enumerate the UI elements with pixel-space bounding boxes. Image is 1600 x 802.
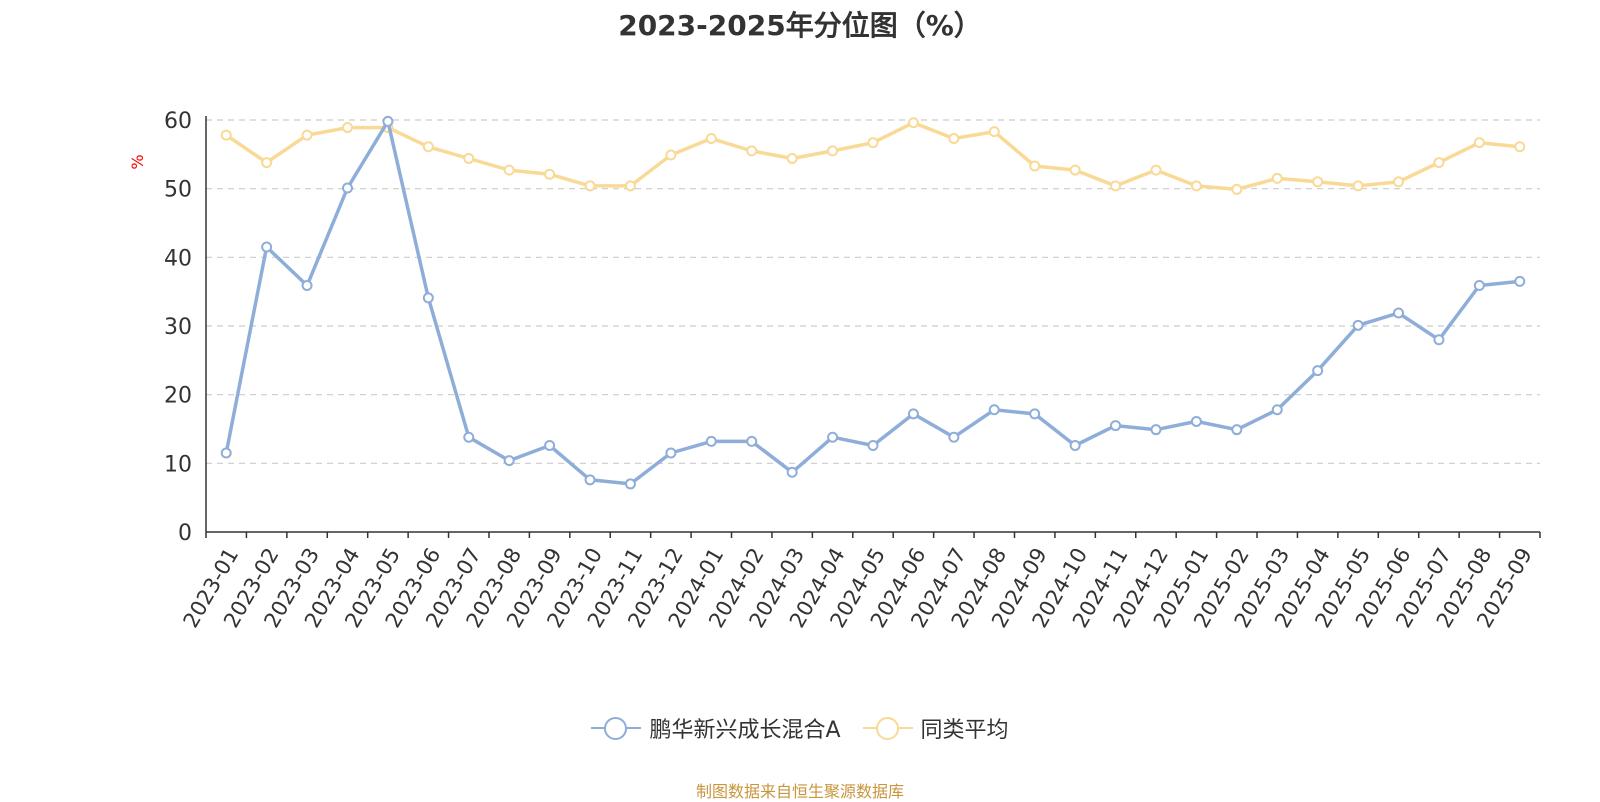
data-point-peer-average <box>1190 180 1202 192</box>
data-point-fund <box>746 435 758 447</box>
legend-item-fund[interactable]: 鹏华新兴成长混合A <box>591 712 841 744</box>
y-tick-label: 0 <box>178 521 192 546</box>
data-point-fund <box>827 431 839 443</box>
data-point-peer-average <box>463 152 475 164</box>
legend-marker-fund-icon <box>591 716 642 740</box>
y-tick-label: 10 <box>164 452 192 477</box>
y-tick-label: 30 <box>164 315 192 340</box>
data-point-fund <box>1110 420 1122 432</box>
data-point-fund <box>705 435 717 447</box>
legend-label-fund: 鹏华新兴成长混合A <box>649 718 841 743</box>
data-point-peer-average <box>1231 183 1243 195</box>
data-point-peer-average <box>1029 160 1041 172</box>
data-point-peer-average <box>948 133 960 145</box>
legend-item-peer-average[interactable]: 同类平均 <box>862 712 1009 744</box>
series-line-peer-average <box>225 120 1520 192</box>
data-point-fund <box>382 115 394 127</box>
data-point-fund <box>1433 334 1445 346</box>
data-point-peer-average <box>746 145 758 157</box>
data-point-fund <box>1150 424 1162 436</box>
data-point-peer-average <box>705 133 717 145</box>
data-point-fund <box>1312 365 1324 377</box>
series-line-fund <box>224 119 1520 486</box>
y-tick-label: 60 <box>164 109 192 134</box>
data-point-fund <box>584 474 596 486</box>
data-point-peer-average <box>1352 180 1364 192</box>
data-point-peer-average <box>988 126 1000 138</box>
data-point-fund <box>1231 424 1243 436</box>
data-point-peer-average <box>786 152 798 164</box>
data-point-fund <box>1029 408 1041 420</box>
data-point-fund <box>907 408 919 420</box>
data-point-peer-average <box>665 149 677 161</box>
data-point-peer-average <box>1150 164 1162 176</box>
y-tick-label: 40 <box>164 246 192 271</box>
data-point-peer-average <box>301 129 313 141</box>
data-point-peer-average <box>544 168 556 180</box>
data-point-fund <box>665 447 677 459</box>
data-point-fund <box>1190 415 1202 427</box>
data-point-peer-average <box>341 122 353 134</box>
chart-legend: 鹏华新兴成长混合A 同类平均 <box>0 712 1600 744</box>
data-point-fund <box>261 241 273 253</box>
data-point-peer-average <box>907 117 919 129</box>
data-point-peer-average <box>624 180 636 192</box>
data-point-fund <box>1352 319 1364 331</box>
data-point-fund <box>988 404 1000 416</box>
data-point-peer-average <box>503 164 515 176</box>
data-point-peer-average <box>1473 137 1485 149</box>
data-point-peer-average <box>422 141 434 153</box>
chart-title: 2023-2025年分位图（%） <box>618 9 982 42</box>
data-source-note: 制图数据来自恒生聚源数据库 <box>695 782 904 801</box>
legend-marker-peer-icon <box>862 716 913 740</box>
data-point-peer-average <box>1312 176 1324 188</box>
data-point-fund <box>503 455 515 467</box>
data-point-fund <box>867 439 879 451</box>
data-point-peer-average <box>1393 176 1405 188</box>
data-point-fund <box>1393 307 1405 319</box>
data-point-peer-average <box>1433 157 1445 169</box>
data-point-fund <box>341 182 353 194</box>
data-point-fund <box>301 279 313 291</box>
data-point-fund <box>1514 275 1526 287</box>
legend-label-peer-average: 同类平均 <box>920 718 1009 743</box>
data-point-fund <box>1473 279 1485 291</box>
data-point-fund <box>1069 439 1081 451</box>
data-point-fund <box>463 431 475 443</box>
y-tick-label: 20 <box>164 384 192 409</box>
data-point-peer-average <box>220 129 232 141</box>
data-point-fund <box>786 466 798 478</box>
y-tick-label: 50 <box>164 178 192 203</box>
data-point-fund <box>948 431 960 443</box>
data-point-fund <box>624 478 636 490</box>
data-point-fund <box>220 447 232 459</box>
data-point-peer-average <box>1514 141 1526 153</box>
data-point-peer-average <box>584 180 596 192</box>
data-point-peer-average <box>867 137 879 149</box>
data-point-peer-average <box>1110 180 1122 192</box>
data-point-fund <box>544 439 556 451</box>
data-point-peer-average <box>1271 172 1283 184</box>
data-point-peer-average <box>1069 164 1081 176</box>
y-axis-label: % <box>128 154 147 169</box>
data-point-peer-average <box>827 145 839 157</box>
data-point-peer-average <box>261 157 273 169</box>
data-point-fund <box>1271 404 1283 416</box>
data-point-fund <box>422 292 434 304</box>
